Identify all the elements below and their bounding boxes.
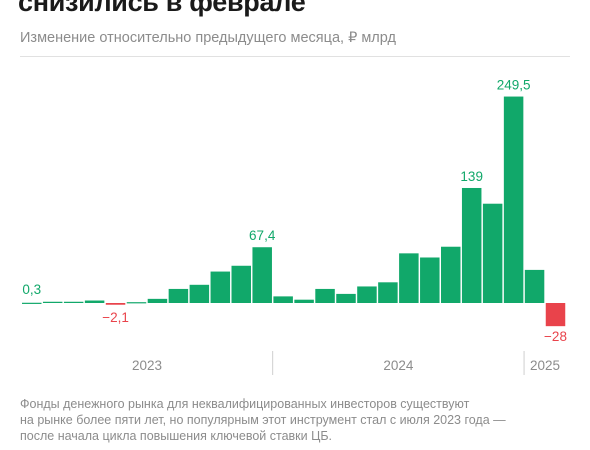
bar xyxy=(399,253,419,303)
bar xyxy=(378,282,398,303)
bar xyxy=(189,284,210,303)
bar xyxy=(84,300,105,303)
x-tick-label: 2023 xyxy=(132,358,162,373)
bar xyxy=(461,187,482,303)
bar xyxy=(126,302,147,304)
chart-subtitle: Изменение относительно предыдущего месяц… xyxy=(20,30,396,46)
bar xyxy=(22,302,42,304)
bar xyxy=(273,296,293,303)
data-label: 0,3 xyxy=(22,282,41,297)
bar xyxy=(336,293,356,303)
data-label: −2,1 xyxy=(102,310,129,325)
bar xyxy=(105,303,126,305)
data-label: 67,4 xyxy=(249,228,276,243)
footnote-line: Фонды денежного рынка для неквалифициров… xyxy=(20,397,470,411)
bar xyxy=(231,265,251,303)
bar xyxy=(545,303,566,327)
data-label: 249,5 xyxy=(497,78,531,93)
bar xyxy=(294,299,314,303)
bar xyxy=(503,96,524,303)
bar xyxy=(315,288,335,303)
footnote-line: на рынке более пяти лет, но популярным э… xyxy=(20,413,506,427)
bar xyxy=(482,203,503,303)
bar xyxy=(524,269,545,303)
data-label: −28 xyxy=(544,329,567,344)
bar xyxy=(357,286,377,303)
bar xyxy=(63,301,84,303)
chart-title: снизились в феврале xyxy=(18,0,306,17)
bar xyxy=(147,298,168,303)
header-divider xyxy=(20,56,570,57)
bar xyxy=(42,301,63,303)
footnote: Фонды денежного рынка для неквалифициров… xyxy=(20,396,575,444)
footnote-line: после начала цикла повышения ключевой ст… xyxy=(20,429,333,443)
bar-chart: 0,3 −2,1 67,4 139 249,5 −28 2023 2024 2025 xyxy=(22,78,567,375)
bar xyxy=(252,247,272,303)
data-label: 139 xyxy=(460,169,483,184)
bar xyxy=(168,288,189,303)
x-tick-label: 2025 xyxy=(530,358,560,373)
bar xyxy=(210,271,231,303)
x-tick-label: 2024 xyxy=(383,358,414,373)
bar xyxy=(441,246,461,303)
bar xyxy=(420,257,440,303)
